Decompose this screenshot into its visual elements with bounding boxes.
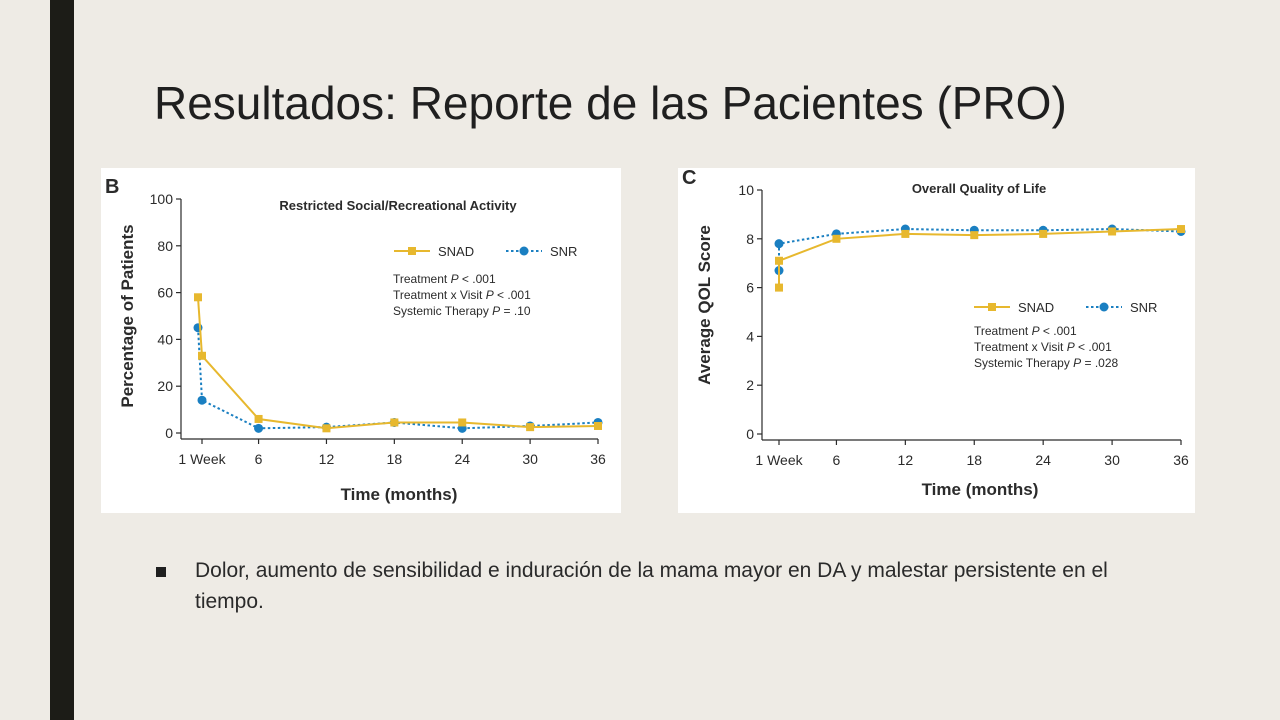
y-tick-label: 0: [746, 426, 754, 442]
data-point-snr: [254, 423, 264, 433]
x-tick-label: 12: [319, 451, 335, 467]
y-tick-label: 4: [746, 328, 754, 344]
data-point-snad: [194, 293, 202, 302]
data-point-snad: [775, 256, 783, 265]
y-axis-label: Average QOL Score: [695, 225, 714, 385]
data-point-snr: [197, 395, 207, 405]
series-line-snr: [778, 227, 1182, 271]
data-point-snad: [1108, 227, 1117, 236]
series-line-snad: [197, 297, 599, 430]
data-point-snad: [322, 424, 331, 433]
x-tick-label: 1 Week: [755, 452, 803, 468]
x-tick-label: 24: [1035, 452, 1051, 468]
stat-annotation: Systemic Therapy P = .028: [974, 356, 1119, 370]
y-tick-label: 40: [157, 331, 173, 347]
legend-marker-snr: [519, 246, 529, 256]
data-point-snad: [901, 229, 910, 238]
legend-label-snad: SNAD: [438, 244, 474, 259]
data-point-snad: [832, 234, 841, 243]
stat-annotation: Systemic Therapy P = .10: [393, 304, 531, 318]
y-tick-label: 2: [746, 377, 754, 393]
chart-panel-quality-of-life: C Overall Quality of Life 0 2 4 6 8 10 1 Week 6 12…: [678, 168, 1195, 513]
x-tick-label: 6: [833, 452, 841, 468]
data-point-snad: [198, 351, 206, 360]
data-point-snad: [458, 418, 467, 427]
y-tick-label: 80: [157, 238, 173, 254]
stat-annotation: Treatment x Visit P < .001: [974, 340, 1112, 354]
x-tick-label: 18: [387, 451, 403, 467]
x-tick-label: 36: [1173, 452, 1189, 468]
series-line-snad: [778, 228, 1182, 288]
data-point-snad: [594, 421, 602, 430]
legend-marker-snad: [988, 303, 996, 311]
y-tick-label: 8: [746, 231, 754, 247]
x-tick-label: 18: [966, 452, 982, 468]
stat-annotation: Treatment x Visit P < .001: [393, 288, 531, 302]
stat-annotation: Treatment P < .001: [974, 324, 1077, 338]
x-tick-label: 24: [454, 451, 470, 467]
x-axis-label: Time (months): [341, 485, 458, 504]
legend-label-snad: SNAD: [1018, 300, 1054, 315]
data-point-snad: [1039, 229, 1048, 238]
bullet-square-icon: [156, 567, 166, 577]
sidebar-accent-bar: [50, 0, 74, 720]
x-tick-label: 30: [1104, 452, 1120, 468]
y-axis-label: Percentage of Patients: [118, 224, 137, 407]
x-tick-label: 36: [590, 451, 606, 467]
data-point-snad: [775, 283, 783, 292]
legend-marker-snad: [408, 247, 416, 255]
series-line-snr: [197, 327, 599, 430]
x-tick-label: 6: [255, 451, 263, 467]
data-point-snr: [774, 239, 784, 249]
y-tick-label: 6: [746, 280, 754, 296]
panel-letter: C: [682, 168, 696, 189]
slide-title: Resultados: Reporte de las Pacientes (PR…: [154, 77, 1067, 129]
x-axis-label: Time (months): [922, 480, 1039, 499]
chart-title: Restricted Social/Recreational Activity: [279, 198, 517, 213]
chart-panel-restricted-activity: B Restricted Social/Recreational Activity…: [101, 168, 621, 513]
y-tick-label: 60: [157, 285, 173, 301]
chart-title: Overall Quality of Life: [912, 181, 1046, 196]
x-tick-label: 30: [522, 451, 538, 467]
y-tick-label: 10: [738, 182, 754, 198]
legend-marker-snr: [1099, 302, 1109, 312]
bullet-text: Dolor, aumento de sensibilidad e indurac…: [195, 559, 1108, 613]
x-tick-label: 12: [898, 452, 914, 468]
data-point-snad: [970, 231, 979, 240]
data-point-snad: [390, 418, 399, 427]
data-point-snad: [1177, 225, 1185, 234]
panel-letter: B: [105, 176, 119, 198]
legend-label-snr: SNR: [1130, 300, 1157, 315]
y-tick-label: 0: [165, 425, 173, 441]
legend-label-snr: SNR: [550, 244, 577, 259]
stat-annotation: Treatment P < .001: [393, 272, 496, 286]
y-tick-label: 100: [150, 191, 174, 207]
chart-restricted-activity: B Restricted Social/Recreational Activity…: [105, 176, 606, 504]
data-point-snad: [254, 414, 263, 423]
data-point-snad: [526, 423, 535, 432]
y-tick-label: 20: [157, 378, 173, 394]
x-tick-label: 1 Week: [178, 451, 226, 467]
